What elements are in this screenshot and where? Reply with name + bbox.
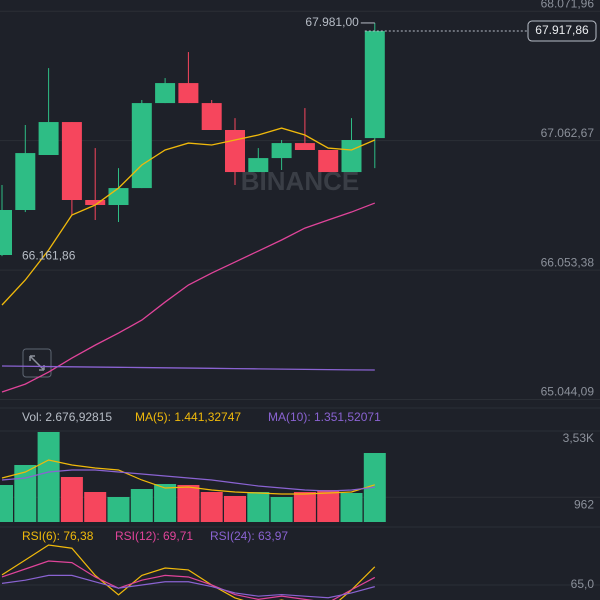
- volume-bar: [247, 492, 270, 522]
- candle-body: [178, 83, 199, 104]
- ma-line: [1, 127, 376, 306]
- ma-line: [1, 202, 376, 393]
- y-tick-label: 67.062,67: [541, 126, 595, 140]
- ma-line: [1, 365, 375, 371]
- y-tick-label: 962: [574, 497, 594, 511]
- candle-body: [225, 130, 245, 173]
- rsi-line: [1, 574, 375, 599]
- candle-body: [0, 210, 12, 255]
- y-tick-label: 65.044,09: [541, 385, 595, 399]
- candle-body: [85, 200, 106, 205]
- high-label: 67.981,00: [305, 15, 359, 29]
- rsi-label: RSI(6): 76,38: [22, 529, 94, 543]
- volume-ma-line: [1, 469, 375, 492]
- volume-ma-label: MA(10): 1.351,52071: [268, 410, 381, 424]
- rsi-label: RSI(24): 63,97: [210, 529, 288, 543]
- y-tick-label: 68.071,96: [541, 0, 595, 10]
- y-tick-label: 66.053,38: [541, 255, 595, 269]
- volume-bar: [107, 497, 130, 522]
- volume-bar: [270, 497, 293, 522]
- candle-body: [131, 103, 152, 189]
- candle-body: [318, 150, 339, 173]
- last-price-box: [527, 20, 597, 42]
- price-plot: [0, 22, 385, 393]
- candle-body: [248, 158, 269, 173]
- volume-bar: [340, 493, 363, 522]
- rsi-line: [1, 544, 376, 600]
- volume-label: Vol: 2.676,92815: [22, 410, 112, 424]
- volume-bar: [130, 489, 153, 522]
- candle-body: [108, 188, 129, 205]
- last-price-label: 67.917,86: [535, 23, 589, 37]
- volume-bar: [84, 492, 107, 522]
- y-tick-label: 3,53K: [563, 431, 594, 445]
- rsi-plot: [1, 544, 376, 600]
- volume-bar: [14, 464, 37, 522]
- y-tick-label: 65,0: [571, 577, 595, 591]
- rsi-line: [1, 560, 376, 600]
- volume-bar: [317, 489, 340, 522]
- expand-icon[interactable]: [29, 355, 45, 371]
- volume-bar: [154, 484, 177, 522]
- candle-body: [201, 103, 222, 130]
- candle-body: [341, 140, 362, 173]
- candle-body: [38, 122, 59, 155]
- volume-ma-label: MA(5): 1.441,32747: [135, 410, 241, 424]
- volume-bar: [37, 432, 60, 522]
- volume-bar: [60, 477, 83, 522]
- volume-bar: [224, 495, 246, 522]
- volume-bar: [293, 492, 316, 522]
- expand-frame[interactable]: [22, 348, 52, 378]
- low-label: 66.161,86: [22, 248, 76, 262]
- rsi-label: RSI(12): 69,71: [115, 529, 193, 543]
- candle-body: [155, 83, 176, 104]
- volume-bar: [200, 492, 223, 522]
- expand-button[interactable]: [22, 348, 52, 378]
- candle-body: [61, 122, 82, 200]
- candle-body: [294, 143, 315, 150]
- volume-bar: [0, 484, 13, 522]
- candle-body: [364, 31, 385, 139]
- candle-body: [15, 153, 36, 210]
- volume-ma-line: [1, 459, 375, 495]
- volume-bar: [177, 484, 200, 522]
- candle-body: [271, 143, 292, 159]
